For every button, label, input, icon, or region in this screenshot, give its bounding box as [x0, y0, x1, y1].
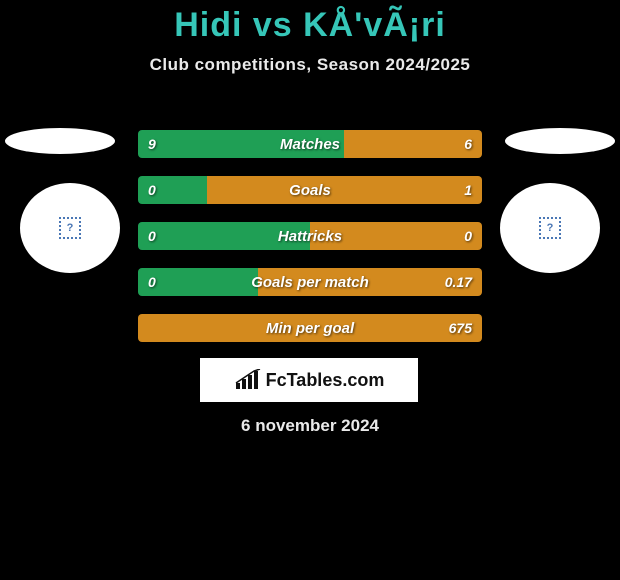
stat-left-fill: [138, 268, 258, 296]
stat-left-value: 0: [148, 176, 156, 204]
stat-right-fill: [344, 130, 482, 158]
stat-row: Goals per match00.17: [138, 268, 482, 296]
stat-right-fill: [310, 222, 482, 250]
stat-left-value: 0: [148, 268, 156, 296]
stat-right-value: 675: [449, 314, 472, 342]
stat-right-value: 1: [464, 176, 472, 204]
unknown-player-icon: ?: [59, 217, 81, 239]
stat-row: Matches96: [138, 130, 482, 158]
stat-right-fill: [207, 176, 482, 204]
stat-right-value: 0: [464, 222, 472, 250]
page-subtitle: Club competitions, Season 2024/2025: [0, 55, 620, 75]
player-right-circle: ?: [500, 183, 600, 273]
player-left-ellipse: [5, 128, 115, 154]
stat-row: Goals01: [138, 176, 482, 204]
bar-chart-icon: [234, 369, 262, 391]
stat-left-value: 9: [148, 130, 156, 158]
stat-right-value: 6: [464, 130, 472, 158]
player-left-circle: ?: [20, 183, 120, 273]
page-title: Hidi vs KÅ'vÃ¡ri: [0, 6, 620, 45]
comparison-bars: Matches96Goals01Hattricks00Goals per mat…: [138, 130, 482, 360]
stat-right-fill: [138, 314, 482, 342]
stat-right-value: 0.17: [445, 268, 472, 296]
unknown-player-icon: ?: [539, 217, 561, 239]
stat-row: Min per goal675: [138, 314, 482, 342]
stat-left-value: 0: [148, 222, 156, 250]
player-right-ellipse: [505, 128, 615, 154]
brand-text: FcTables.com: [266, 370, 385, 391]
stat-left-fill: [138, 222, 310, 250]
snapshot-date: 6 november 2024: [0, 416, 620, 436]
stat-row: Hattricks00: [138, 222, 482, 250]
brand-box[interactable]: FcTables.com: [200, 358, 418, 402]
stat-left-fill: [138, 130, 344, 158]
